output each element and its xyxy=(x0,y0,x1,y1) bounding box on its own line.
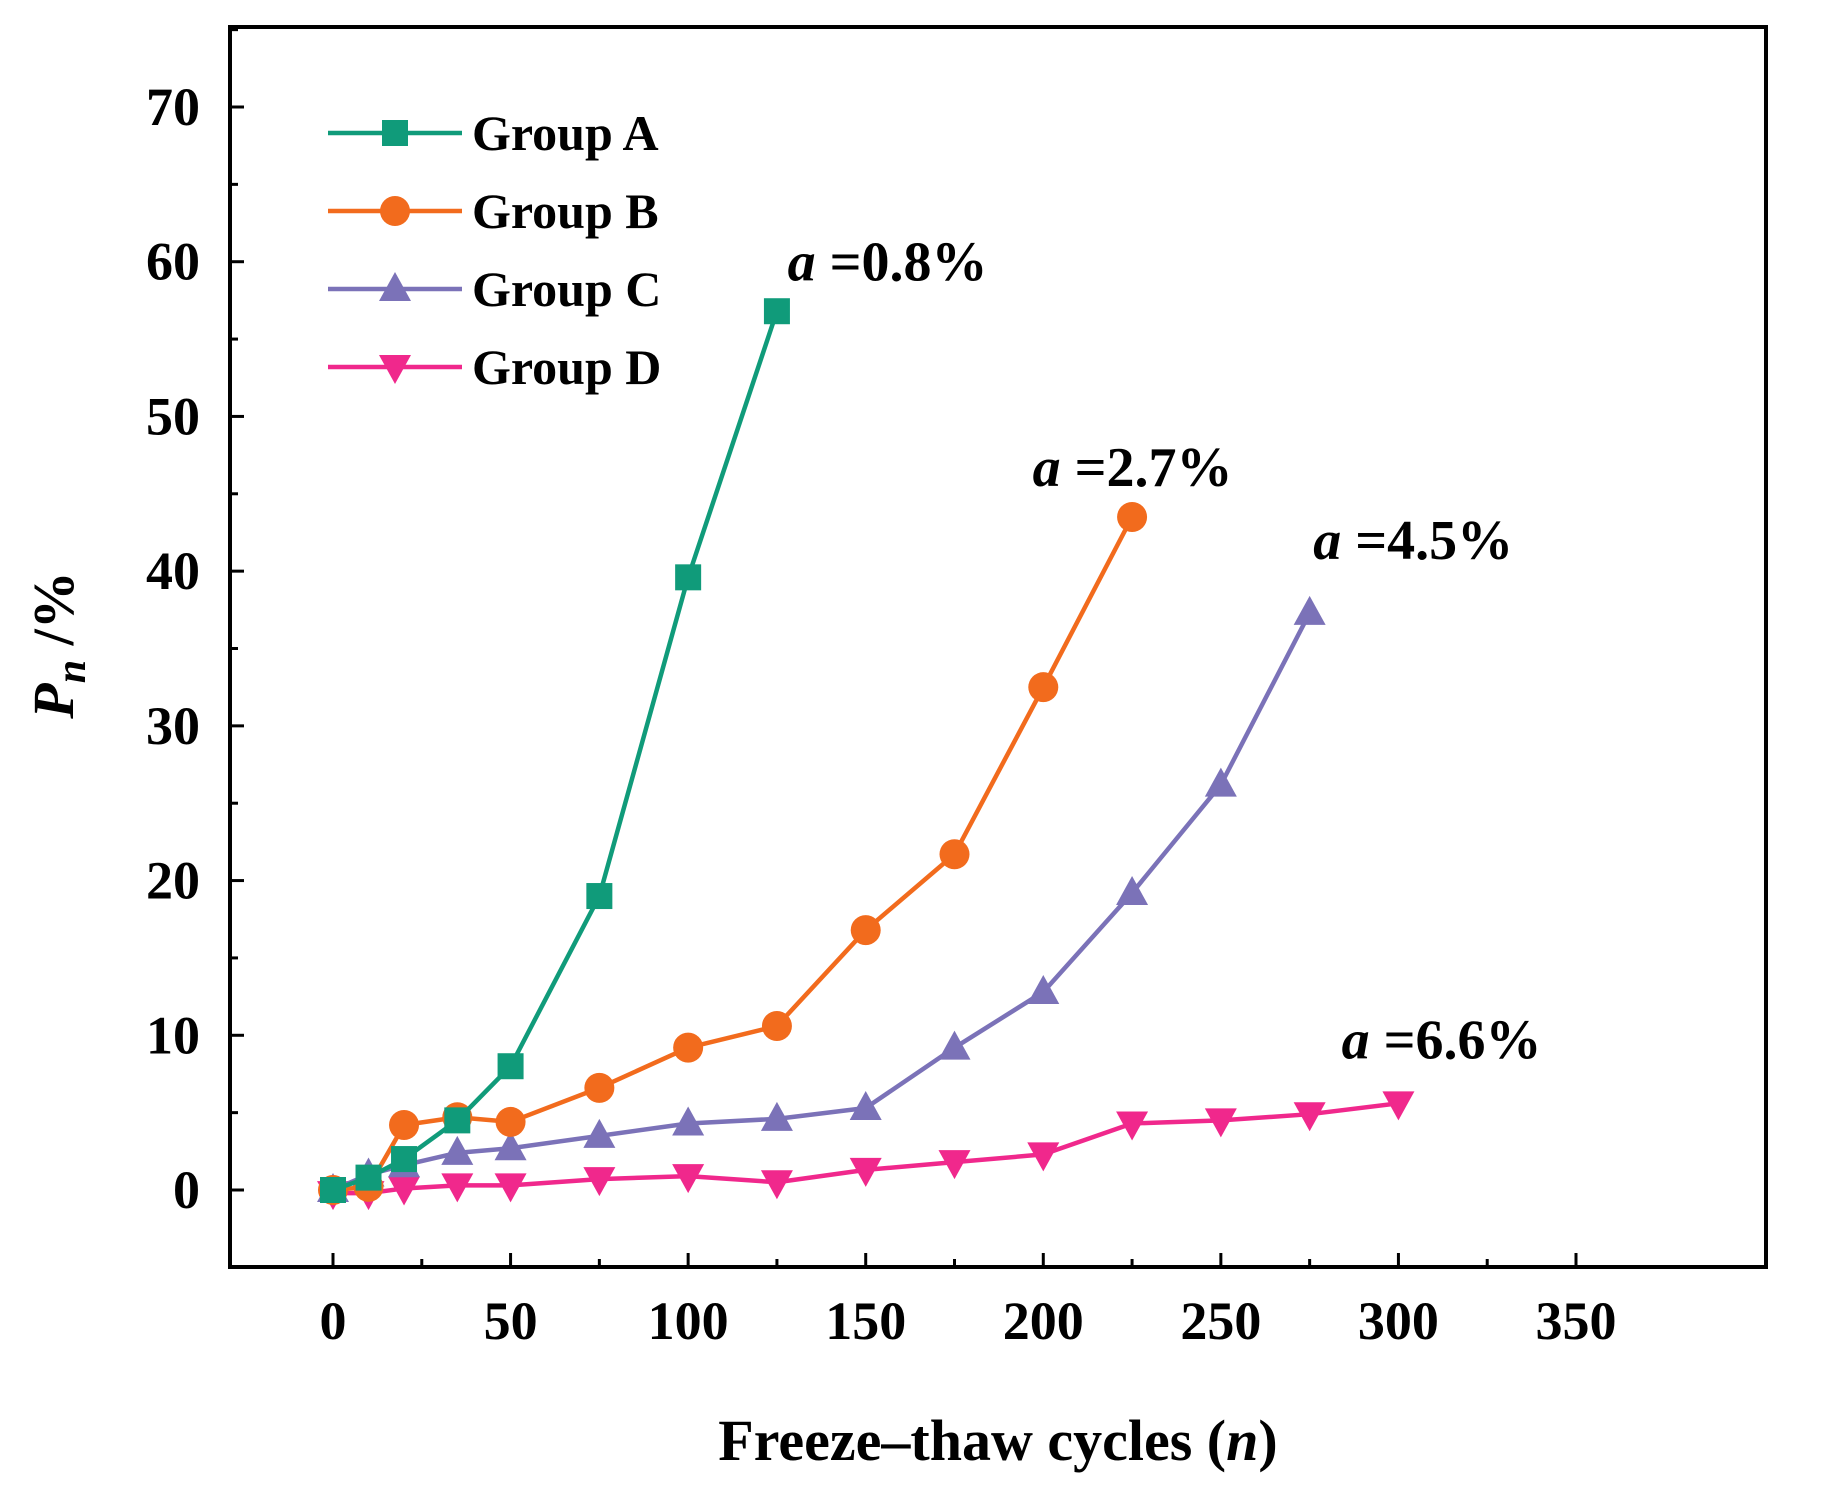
data-point xyxy=(441,1173,474,1203)
x-tick-label: 150 xyxy=(825,1291,906,1351)
legend-label: Group B xyxy=(472,183,659,239)
y-tick-label: 50 xyxy=(146,386,200,446)
data-point xyxy=(355,1164,382,1191)
legend-marker xyxy=(379,355,411,384)
x-tick-label: 250 xyxy=(1180,1291,1261,1351)
data-point xyxy=(760,1101,793,1131)
data-point xyxy=(584,1072,615,1103)
data-point xyxy=(939,839,970,870)
y-tick-label: 40 xyxy=(146,541,200,601)
x-tick-label: 300 xyxy=(1358,1291,1439,1351)
data-point xyxy=(1117,501,1148,532)
y-tick-label: 10 xyxy=(146,1005,200,1065)
series-group-a xyxy=(320,298,790,1203)
data-point xyxy=(494,1173,527,1203)
data-point xyxy=(389,1110,420,1141)
annotation-label: a =4.5% xyxy=(1313,510,1513,572)
data-point xyxy=(441,1135,474,1165)
data-point xyxy=(938,1030,971,1060)
data-point xyxy=(1382,1091,1415,1121)
x-axis-title: Freeze–thaw cycles (n) xyxy=(718,1408,1277,1473)
data-point xyxy=(850,915,881,946)
data-point xyxy=(388,1176,421,1206)
legend-marker xyxy=(379,272,411,301)
data-point xyxy=(497,1053,524,1080)
y-tick-label: 20 xyxy=(146,851,200,911)
y-tick-label: 70 xyxy=(146,77,200,137)
legend: Group A Group B Group C Group D xyxy=(328,105,661,395)
data-point xyxy=(849,1091,882,1121)
data-point xyxy=(675,564,702,591)
data-point xyxy=(1116,875,1149,905)
data-point xyxy=(1116,1111,1149,1141)
y-axis-title: Pn /% xyxy=(21,571,95,719)
legend-label: Group D xyxy=(472,339,661,395)
data-point xyxy=(586,883,613,910)
legend-marker xyxy=(380,196,410,226)
x-tick-label: 350 xyxy=(1536,1291,1617,1351)
x-tick-label: 50 xyxy=(484,1291,538,1351)
data-point xyxy=(1293,1102,1326,1132)
data-point xyxy=(763,298,790,325)
legend-item: Group C xyxy=(328,261,661,317)
series-group-b xyxy=(318,501,1148,1205)
series-line xyxy=(332,310,780,1193)
data-point xyxy=(495,1106,526,1137)
data-point xyxy=(320,1177,346,1203)
series-group-d xyxy=(317,1091,1415,1211)
y-tick-label: 0 xyxy=(173,1160,200,1220)
data-point xyxy=(938,1150,971,1180)
data-point xyxy=(444,1107,471,1134)
data-point xyxy=(391,1146,418,1173)
data-point xyxy=(761,1011,792,1042)
data-point xyxy=(583,1118,616,1148)
legend-item: Group B xyxy=(328,183,659,239)
annotation-label: a =0.8% xyxy=(788,231,988,293)
data-point xyxy=(849,1157,882,1187)
data-point xyxy=(1028,672,1059,703)
x-tick-label: 0 xyxy=(320,1291,347,1351)
data-point xyxy=(672,1106,705,1136)
legend-label: Group A xyxy=(472,105,659,161)
annotation-label: a =6.6% xyxy=(1342,1009,1542,1071)
legend-item: Group D xyxy=(328,339,661,395)
series-line xyxy=(332,515,1135,1193)
data-point xyxy=(1027,974,1060,1004)
data-point xyxy=(672,1164,705,1194)
data-point xyxy=(583,1167,616,1197)
data-point xyxy=(494,1131,527,1161)
legend-item: Group A xyxy=(328,105,659,161)
x-tick-label: 100 xyxy=(648,1291,729,1351)
data-point xyxy=(1204,767,1237,797)
y-tick-label: 60 xyxy=(146,232,200,292)
legend-label: Group C xyxy=(472,261,661,317)
series-line xyxy=(332,611,1312,1193)
annotation-label: a =2.7% xyxy=(1033,437,1233,499)
y-tick-label: 30 xyxy=(146,696,200,756)
data-point xyxy=(1204,1108,1237,1138)
legend-marker xyxy=(382,120,408,146)
data-point xyxy=(760,1170,793,1200)
data-point xyxy=(1293,595,1326,625)
data-point xyxy=(1027,1142,1060,1172)
data-point xyxy=(673,1032,704,1063)
x-tick-label: 200 xyxy=(1003,1291,1084,1351)
